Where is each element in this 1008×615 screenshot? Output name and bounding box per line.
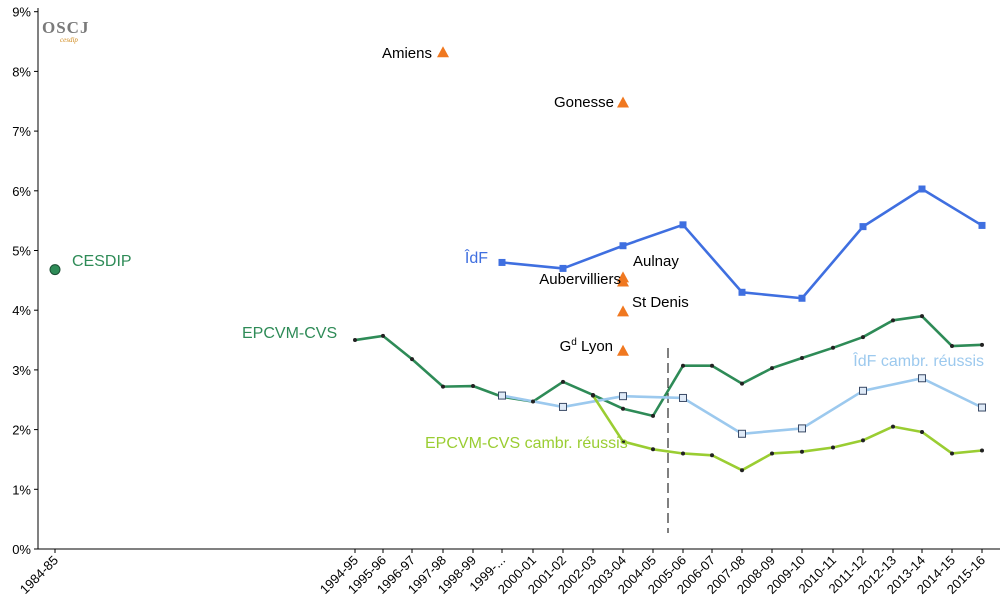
y-tick-label: 6% [12, 184, 31, 199]
y-tick-label: 7% [12, 124, 31, 139]
series-label-epcvm-cvs: EPCVM-CVS [242, 325, 337, 342]
data-point-epcvm-cvs-cambr-reussis [950, 451, 954, 456]
data-point-idf-cambr-reussis [859, 386, 867, 395]
data-point-epcvm-cvs [770, 366, 774, 371]
data-point-idf [859, 223, 867, 231]
data-point-epcvm-cvs [800, 355, 804, 360]
data-point-idf [559, 264, 567, 272]
data-point-idf [978, 221, 986, 229]
y-tick-label: 2% [12, 423, 31, 438]
data-point-epcvm-cvs [681, 363, 685, 368]
data-point-epcvm-cvs [950, 344, 954, 349]
series-markers [353, 185, 986, 473]
city-label-gd-lyon: Gd Lyon [560, 337, 613, 355]
data-point-epcvm-cvs [710, 363, 714, 368]
data-point-epcvm-cvs-cambr-reussis [861, 438, 865, 443]
city-label-gonesse: Gonesse [554, 94, 614, 111]
data-point-idf [619, 242, 627, 250]
y-tick-label: 1% [12, 482, 31, 497]
data-point-idf-cambr-reussis [738, 429, 746, 438]
city-point-aubervilliers [617, 275, 629, 287]
data-point-epcvm-cvs-cambr-reussis [800, 449, 804, 454]
logo-subtext: cesdip [60, 36, 78, 44]
data-point-epcvm-cvs-cambr-reussis [831, 445, 835, 450]
data-point-epcvm-cvs [410, 357, 414, 362]
chart-labels: Amiens Gonesse Aulnay Aubervilliers St Denis… [72, 45, 984, 452]
oscj-logo: OSCJ cesdip [42, 18, 89, 44]
data-point-idf-cambr-reussis [978, 403, 986, 412]
city-label-amiens: Amiens [382, 45, 432, 62]
data-point-idf [498, 258, 506, 266]
x-tick-label: 1984-85 [17, 553, 61, 597]
city-point-gonesse [617, 96, 629, 108]
data-point-epcvm-cvs [891, 318, 895, 323]
data-point-idf [679, 221, 687, 229]
city-point-amiens [437, 46, 449, 58]
data-point-epcvm-cvs-cambr-reussis [770, 451, 774, 456]
data-point-epcvm-cvs [471, 384, 475, 389]
axes: 0%1%2%3%4%5%6%7%8%9%1984-85 1994-951995-9… [12, 5, 1000, 597]
data-point-idf-cambr-reussis [619, 392, 627, 401]
data-point-epcvm-cvs [980, 342, 984, 347]
data-point-epcvm-cvs [920, 314, 924, 319]
data-point-epcvm-cvs-cambr-reussis [740, 468, 744, 473]
data-point-epcvm-cvs [353, 338, 357, 343]
data-point-idf-cambr-reussis [679, 393, 687, 402]
data-point-epcvm-cvs [561, 379, 565, 384]
y-tick-label: 8% [12, 64, 31, 79]
data-point-idf [798, 294, 806, 302]
data-point-idf-cambr-reussis [498, 391, 506, 400]
y-tick-label: 4% [12, 303, 31, 318]
data-point-epcvm-cvs-cambr-reussis [621, 439, 625, 444]
city-point-st-denis [617, 305, 629, 317]
series-line-epcvm-cvs-cambr-reussis [591, 394, 983, 472]
special-points [49, 46, 629, 356]
data-point-epcvm-cvs [531, 399, 535, 404]
data-point-epcvm-cvs [651, 413, 655, 418]
series-line-epcvm-cvs [354, 314, 983, 418]
data-point-epcvm-cvs [861, 335, 865, 340]
data-point-epcvm-cvs-cambr-reussis [980, 448, 984, 453]
city-label-aulnay: Aulnay [633, 253, 679, 270]
series-label-epcvm-cvs-cambr-reussis: EPCVM-CVS cambr. réussis [425, 435, 628, 452]
y-tick-label: 0% [12, 542, 31, 557]
data-point-idf [918, 185, 926, 193]
data-point-epcvm-cvs-cambr-reussis [891, 424, 895, 429]
logo-text: OSCJ [42, 18, 89, 37]
data-point-idf-cambr-reussis [918, 374, 926, 383]
series-label-idf: ÎdF [464, 248, 488, 267]
city-label-st-denis: St Denis [632, 294, 689, 311]
data-point-epcvm-cvs-cambr-reussis [920, 429, 924, 434]
data-point-idf-cambr-reussis [798, 424, 806, 433]
y-tick-label: 9% [12, 5, 31, 20]
city-label-aubervilliers: Aubervilliers [539, 271, 621, 288]
data-point-epcvm-cvs-cambr-reussis [710, 453, 714, 458]
data-point-epcvm-cvs [621, 406, 625, 411]
data-point-epcvm-cvs-cambr-reussis [591, 393, 595, 398]
y-tick-label: 3% [12, 363, 31, 378]
data-point-idf [738, 288, 746, 296]
series-label-cesdip: CESDIP [72, 253, 132, 270]
city-point-gd-lyon [617, 344, 629, 356]
data-point-epcvm-cvs [740, 381, 744, 386]
data-point-idf-cambr-reussis [559, 402, 567, 411]
series-label-idf-cambr-reussis: ÎdF cambr. réussis [852, 351, 984, 370]
data-point-epcvm-cvs [441, 384, 445, 389]
data-point-epcvm-cvs-cambr-reussis [681, 451, 685, 456]
point-cesdip [49, 264, 61, 276]
data-point-epcvm-cvs-cambr-reussis [651, 447, 655, 452]
y-tick-label: 5% [12, 244, 31, 259]
data-point-epcvm-cvs [831, 345, 835, 350]
data-point-epcvm-cvs [381, 333, 385, 338]
